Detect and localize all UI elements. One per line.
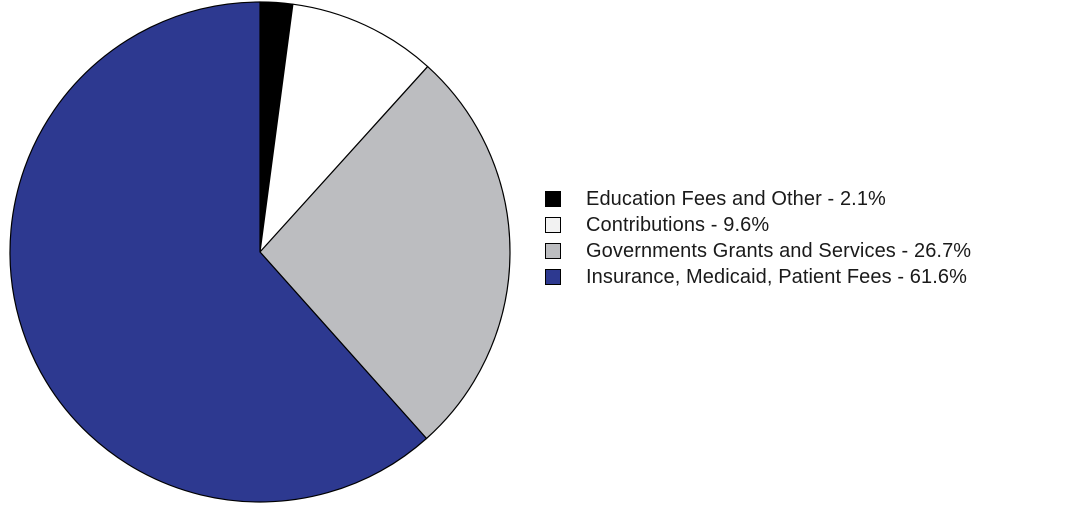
legend-label-insurance-medicaid: Insurance, Medicaid, Patient Fees - 61.6… <box>586 265 967 288</box>
legend-item-government-grants: Governments Grants and Services - 26.7% <box>545 238 971 264</box>
pie-slices <box>9 1 511 503</box>
legend-item-insurance-medicaid: Insurance, Medicaid, Patient Fees - 61.6… <box>545 264 971 290</box>
legend-swatch-contributions <box>545 217 561 233</box>
pie-slice-insurance-medicaid <box>9 1 428 503</box>
legend-swatch-government-grants <box>545 243 561 259</box>
legend-swatch-education-fees <box>545 191 561 207</box>
legend-swatch-insurance-medicaid <box>545 269 561 285</box>
pie-slice-government-grants <box>259 65 511 440</box>
legend: Education Fees and Other - 2.1% Contribu… <box>545 186 971 290</box>
legend-item-contributions: Contributions - 9.6% <box>545 212 971 238</box>
pie-slice-contributions <box>259 3 429 253</box>
legend-label-contributions: Contributions - 9.6% <box>586 213 770 236</box>
legend-label-government-grants: Governments Grants and Services - 26.7% <box>586 239 972 262</box>
legend-label-education-fees: Education Fees and Other - 2.1% <box>586 187 886 210</box>
legend-item-education-fees: Education Fees and Other - 2.1% <box>545 186 971 212</box>
